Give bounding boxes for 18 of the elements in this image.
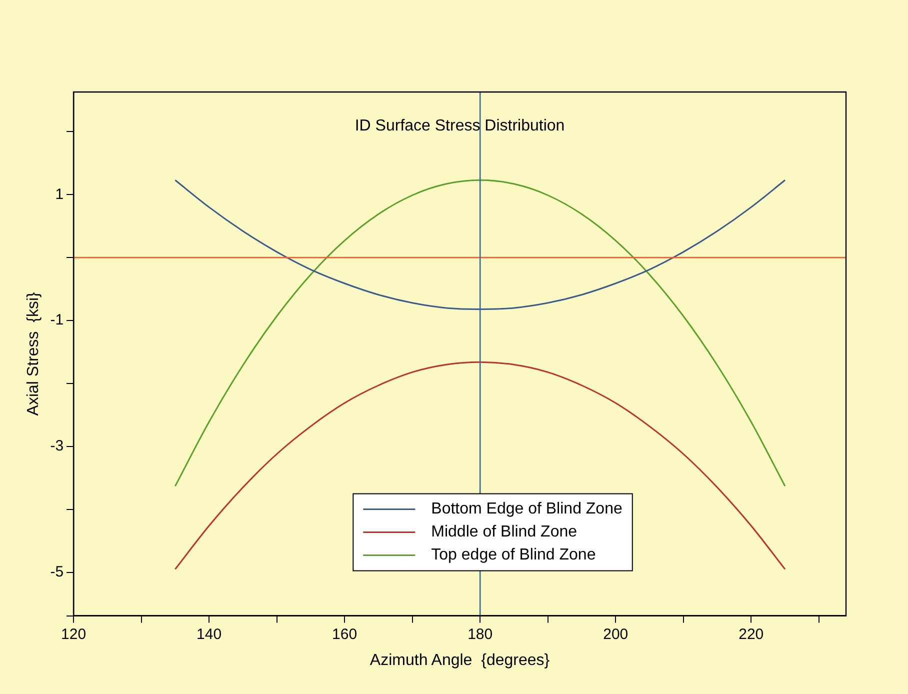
x-tick-label: 180 — [468, 626, 493, 643]
y-axis-title: Axial Stress {ksi} — [25, 291, 42, 416]
y-tick-label: -1 — [50, 312, 64, 329]
y-tick-label: 1 — [55, 186, 64, 203]
y-tick-label: -3 — [50, 438, 64, 455]
line-series — [174, 179, 786, 310]
x-tick-label: 220 — [738, 626, 764, 643]
x-tick-label: 140 — [196, 626, 222, 643]
y-tick-label: -5 — [50, 564, 64, 580]
x-axis-title: Azimuth Angle {degrees} — [370, 652, 550, 669]
legend-label: Top edge of Blind Zone — [431, 546, 596, 564]
x-tick-label: 200 — [603, 626, 628, 643]
x-tick-label: 120 — [61, 626, 86, 643]
legend-label: Bottom Edge of Blind Zone — [431, 500, 622, 518]
x-tick-label: 160 — [332, 626, 358, 643]
line-series — [174, 361, 786, 570]
line-series — [174, 179, 786, 487]
legend-label: Middle of Blind Zone — [431, 524, 578, 541]
